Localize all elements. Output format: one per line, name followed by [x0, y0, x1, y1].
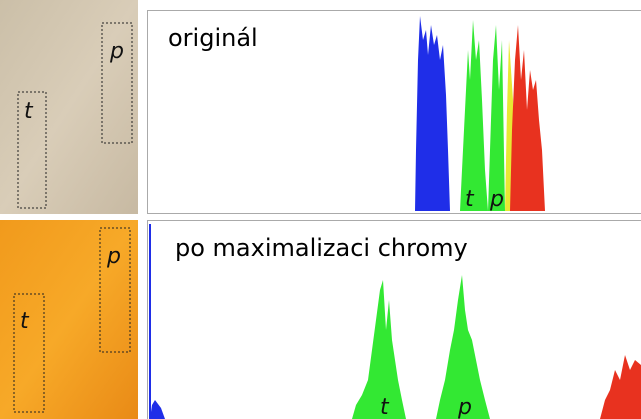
region-label: p — [106, 244, 121, 269]
histogram-label: p — [489, 187, 504, 212]
caption: originál — [168, 24, 258, 52]
histogram-blue — [149, 224, 151, 419]
region-label: t — [20, 309, 30, 334]
region-label: p — [109, 39, 124, 64]
histogram-label: t — [380, 395, 390, 419]
region-label: t — [24, 99, 34, 124]
histogram-label: p — [457, 395, 472, 419]
sample-image — [0, 0, 138, 214]
figure: t p originál t p t p po maximalizaci chr… — [0, 0, 641, 419]
page: t p originál t p t p po maximalizaci chr… — [0, 0, 641, 419]
histogram-label: t — [465, 187, 475, 212]
caption: po maximalizaci chromy — [175, 234, 468, 262]
